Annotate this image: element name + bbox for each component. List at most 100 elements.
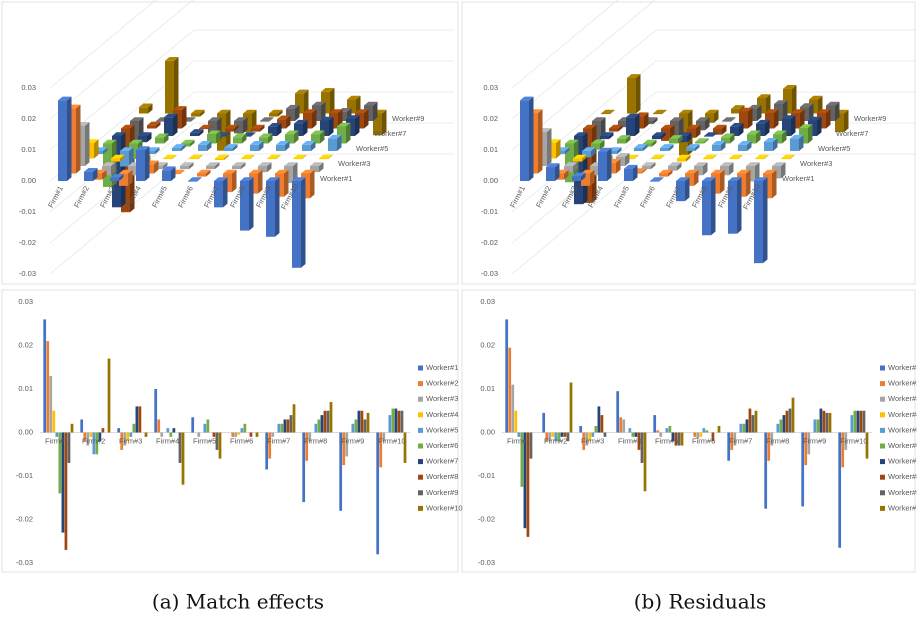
bar [862,410,866,433]
bar-top [58,96,72,101]
bar-front [190,132,199,136]
bar-3d [250,141,264,151]
bar-top [581,169,595,174]
bar-side [223,177,228,208]
legend-swatch [880,412,885,418]
bar-top [189,154,203,159]
bar [92,432,96,455]
y-tick-label: -0.01 [481,207,498,216]
bar [563,432,567,437]
bar-top [731,105,745,109]
bar-top [661,124,675,129]
y-tick-label: 0.03 [18,297,33,306]
bar-top [668,162,682,166]
legend-label: Worker#3 [426,394,458,403]
bar-front [58,100,67,181]
bar-top [139,103,153,108]
bar-top [520,96,534,101]
bar-3d [269,109,283,117]
bar-top [660,144,674,148]
legend-label: Worker#7 [888,457,917,466]
bar-front [292,181,301,268]
bar-top [190,129,204,133]
bar-3d [180,162,194,170]
bar-top [695,138,709,142]
bar [523,432,527,529]
bar [514,410,518,433]
depth-label: Worker#7 [836,129,868,138]
bar-side [651,162,656,170]
bar-top [364,101,378,106]
bar-front [781,158,790,160]
x-tick-label: Firm#5 [193,436,216,445]
bar [776,423,780,433]
bar-3d [320,116,334,136]
bar [206,419,210,433]
bar-3d [756,119,770,136]
bar-side [382,109,387,136]
bar-top [276,141,290,145]
bar-top [763,169,777,174]
bar-side [722,124,727,135]
bar [305,432,309,461]
depth-label: Worker#5 [356,144,388,153]
legend-swatch [418,396,423,402]
bar-front [225,128,234,132]
bar [323,410,327,433]
legend-swatch [880,427,885,433]
bar-3d [58,96,72,181]
bar-top [800,103,814,108]
bar [856,410,860,433]
bar-side [653,117,658,125]
bar [634,432,638,437]
bar-3d [120,147,134,167]
bar-top [121,124,135,129]
bar-front [198,144,207,151]
bar-side [607,147,612,181]
bar-side [111,162,116,176]
bar-front [702,181,711,236]
bar-side [119,174,124,181]
bar-3d [747,130,761,144]
bar-side [303,119,308,136]
bar-top [678,132,692,136]
bar-side [764,154,769,160]
y-tick-label: 0.03 [21,83,36,92]
bar-side [643,144,648,151]
y-tick-label: -0.01 [16,471,33,480]
bar-top [310,162,324,166]
bar [212,432,216,437]
bar-front [591,143,600,150]
bar-top [659,169,673,174]
bar-side [737,177,742,234]
bar [591,432,595,437]
bar-3d [582,147,596,158]
bar-top [138,132,152,136]
bar-3d [232,162,246,170]
bar-3d [739,107,753,129]
bar-3d [626,113,640,136]
bar-top [103,139,117,144]
bar [622,419,626,433]
bar-side [276,154,281,160]
bar-top [738,141,752,145]
bar [801,432,805,507]
bar-3d [721,133,735,144]
bar-side [225,132,230,137]
bar [819,408,823,433]
x-tick-label: Firm#9 [803,436,826,445]
bar-top [748,104,762,109]
bar-front [626,117,635,136]
panel-frame [461,1,916,285]
bar-side [748,107,753,129]
bar-front [250,144,259,151]
bar [123,432,127,446]
bar [376,432,380,555]
bar-top [199,124,213,129]
bar [132,423,136,433]
bar-side [171,166,176,181]
bar [292,404,296,433]
bar-top [181,139,195,144]
bar-top [783,84,797,89]
bar [844,432,848,450]
